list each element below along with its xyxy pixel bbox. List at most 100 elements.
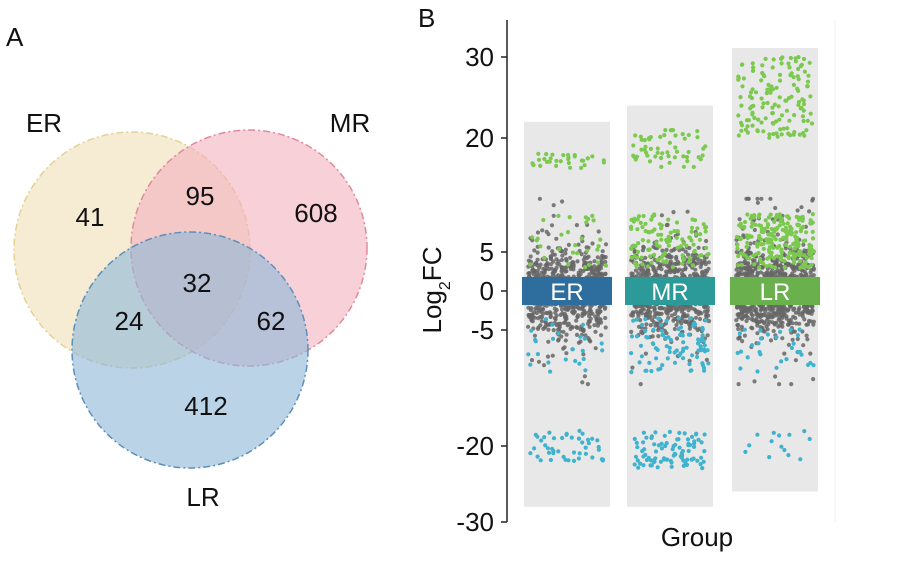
point-ns [797,305,802,311]
point-up [800,114,806,119]
point-down [668,458,673,463]
point-ns [683,265,688,270]
point-ns [743,308,748,313]
point-up [775,134,780,139]
point-ns [674,308,679,313]
point-up [706,251,711,257]
point-down [701,365,707,370]
point-up [645,153,650,158]
point-ns [660,248,665,253]
point-ns [739,272,744,277]
point-down [580,322,586,327]
point-down [691,456,696,461]
point-up [810,236,816,241]
point-down [638,343,644,348]
point-ns [644,271,650,276]
point-up [800,218,805,223]
point-ns [574,332,580,337]
point-down [550,336,556,341]
point-up [802,253,807,258]
point-ns [773,205,778,211]
point-up [694,232,699,237]
point-up [703,144,708,149]
point-down [644,457,650,463]
point-ns [686,308,691,313]
point-ns [603,271,608,276]
point-ns [559,307,565,312]
point-ns [533,306,538,311]
point-up [768,212,773,217]
point-down [692,444,697,449]
point-up [565,230,571,235]
point-down [701,459,706,464]
point-up [686,149,691,155]
point-down [634,334,640,339]
point-down [533,339,538,344]
point-down [680,333,685,338]
point-up [795,74,800,79]
point-down [738,366,743,371]
point-ns [537,196,543,201]
point-up [786,255,791,261]
point-down [677,353,682,358]
point-ns [570,325,575,330]
point-up [779,61,784,66]
point-ns [801,343,806,348]
point-ns [552,252,558,257]
point-ns [643,312,649,317]
point-up [691,242,696,247]
point-down [643,328,648,334]
point-up [570,250,576,255]
point-ns [552,306,558,311]
point-ns [638,318,643,323]
point-up [579,236,584,241]
point-up [735,242,740,247]
point-down [690,353,695,358]
point-down [705,348,710,353]
point-up [700,153,705,158]
point-ns [755,261,760,266]
point-up [750,87,755,92]
point-down [578,334,583,339]
point-ns [526,324,531,329]
point-down [738,349,744,354]
point-up [664,258,669,264]
point-down [664,441,669,446]
point-down [637,360,642,365]
point-ns [644,322,649,327]
point-ns [746,264,751,269]
point-down [528,451,533,456]
point-down [699,455,704,460]
point-up [798,265,803,270]
point-ns [793,265,798,270]
point-up [530,161,535,166]
point-down [811,363,816,368]
point-ns [759,313,765,318]
point-up [750,61,755,66]
point-ns [696,245,701,250]
point-up [636,241,641,246]
point-ns [580,380,585,385]
point-up [739,123,745,128]
point-down [660,363,665,368]
point-down [560,435,565,441]
point-up [661,259,666,264]
point-ns [682,311,687,316]
point-up [779,56,784,61]
point-ns [775,232,780,237]
point-ns [799,273,804,278]
point-down [583,445,588,450]
point-ns [590,311,595,316]
point-down [700,325,705,331]
point-up [779,132,784,137]
y-tick-label: 30 [465,42,494,72]
point-up [542,156,547,162]
point-up [697,253,703,258]
group-label-mr: MR [651,279,688,306]
point-up [809,256,814,261]
point-ns [603,325,608,330]
point-down [699,440,704,445]
point-ns [767,319,772,324]
point-down [580,348,585,353]
